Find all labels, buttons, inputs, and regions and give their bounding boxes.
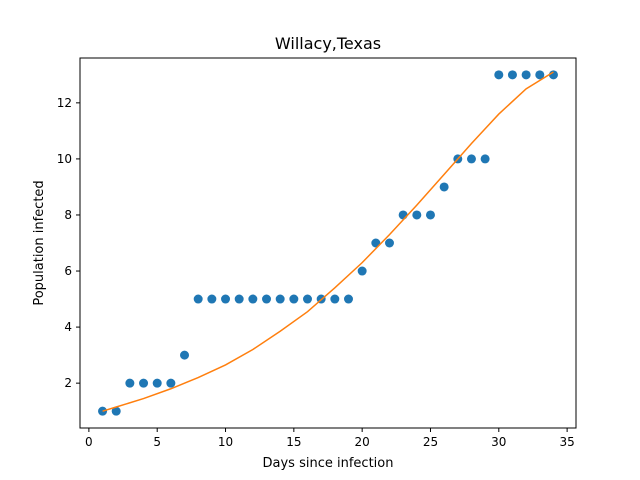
data-point bbox=[357, 266, 367, 276]
data-point bbox=[248, 294, 258, 304]
data-point bbox=[289, 294, 299, 304]
data-point bbox=[330, 294, 340, 304]
data-point bbox=[343, 294, 353, 304]
data-point bbox=[193, 294, 203, 304]
data-point bbox=[125, 378, 135, 388]
y-tick-label: 10 bbox=[57, 152, 72, 166]
data-point bbox=[466, 154, 476, 164]
x-tick-label: 25 bbox=[423, 435, 438, 449]
x-axis-label: Days since infection bbox=[263, 456, 394, 471]
data-point bbox=[275, 294, 285, 304]
data-point bbox=[207, 294, 217, 304]
data-point bbox=[234, 294, 244, 304]
fit-line bbox=[102, 71, 554, 412]
axes-frame bbox=[79, 57, 577, 429]
data-point bbox=[166, 378, 176, 388]
data-point bbox=[535, 70, 545, 80]
data-point bbox=[439, 182, 449, 192]
x-tick-label: 10 bbox=[218, 435, 233, 449]
y-tick-label: 6 bbox=[64, 264, 72, 278]
data-point bbox=[303, 294, 313, 304]
data-point bbox=[398, 210, 408, 220]
data-point bbox=[412, 210, 422, 220]
chart-title: Willacy,Texas bbox=[275, 34, 381, 53]
x-tick-label: 15 bbox=[286, 435, 301, 449]
x-tick-label: 30 bbox=[491, 435, 506, 449]
y-tick-label: 12 bbox=[57, 96, 72, 110]
data-point bbox=[425, 210, 435, 220]
data-point bbox=[521, 70, 531, 80]
data-point bbox=[262, 294, 272, 304]
data-point bbox=[494, 70, 504, 80]
data-point bbox=[111, 406, 121, 416]
x-tick-label: 5 bbox=[153, 435, 161, 449]
data-point bbox=[152, 378, 162, 388]
data-point bbox=[139, 378, 149, 388]
data-point bbox=[221, 294, 231, 304]
x-tick-label: 0 bbox=[85, 435, 93, 449]
x-tick-label: 35 bbox=[559, 435, 574, 449]
data-point bbox=[180, 350, 190, 360]
data-point bbox=[384, 238, 394, 248]
plot-area bbox=[98, 70, 558, 416]
x-tick-label: 20 bbox=[355, 435, 370, 449]
y-tick-label: 4 bbox=[64, 320, 72, 334]
data-point bbox=[507, 70, 517, 80]
data-point bbox=[480, 154, 490, 164]
y-axis-label: Population infected bbox=[32, 180, 47, 305]
y-tick-label: 8 bbox=[64, 208, 72, 222]
y-tick-label: 2 bbox=[64, 376, 72, 390]
